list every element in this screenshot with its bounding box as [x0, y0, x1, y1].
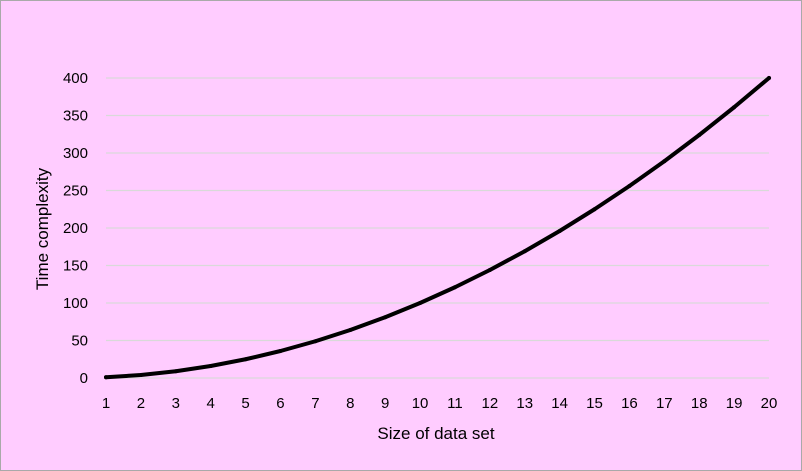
data-point — [418, 301, 423, 305]
data-point — [348, 328, 353, 332]
data-point — [732, 105, 737, 110]
x-tick-label: 14 — [551, 395, 568, 412]
x-axis-ticks: 1 2 3 4 5 6 7 8 9 10 11 12 13 14 15 16 17 18 19 20 — [102, 395, 778, 412]
data-point — [138, 373, 143, 377]
y-axis-ticks: 0 50 100 150 200 250 300 350 400 — [63, 70, 88, 387]
data-point — [278, 349, 283, 353]
x-tick-label: 11 — [447, 395, 463, 412]
x-tick-label: 16 — [621, 395, 638, 412]
data-point — [662, 159, 667, 164]
x-tick-label: 7 — [311, 395, 319, 412]
data-point — [173, 369, 178, 374]
data-point — [767, 76, 771, 80]
y-tick-label: 0 — [80, 370, 88, 387]
gridlines — [106, 77, 769, 379]
data-point — [104, 375, 108, 380]
x-tick-label: 5 — [241, 395, 249, 412]
y-tick-label: 100 — [63, 295, 88, 312]
y-tick-label: 300 — [63, 145, 88, 162]
x-tick-label: 4 — [207, 395, 215, 412]
data-point — [627, 184, 632, 188]
data-point — [383, 315, 388, 320]
data-point — [522, 249, 527, 254]
x-tick-label: 8 — [346, 395, 354, 412]
data-point — [697, 133, 702, 137]
data-point — [592, 207, 597, 212]
x-tick-label: 12 — [481, 395, 498, 412]
x-tick-label: 13 — [516, 395, 533, 412]
x-tick-label: 15 — [586, 395, 603, 412]
y-axis-title: Time complexity — [33, 167, 52, 290]
x-tick-label: 10 — [412, 395, 429, 412]
x-tick-label: 1 — [102, 395, 110, 412]
y-tick-label: 250 — [63, 183, 88, 200]
y-tick-label: 350 — [63, 108, 88, 125]
y-tick-label: 200 — [63, 220, 88, 237]
data-point — [557, 229, 562, 233]
x-tick-label: 20 — [761, 395, 778, 412]
x-tick-label: 18 — [691, 395, 708, 412]
y-tick-label: 150 — [63, 258, 88, 275]
series-line — [104, 76, 771, 380]
data-point — [313, 339, 318, 344]
x-tick-label: 9 — [381, 395, 389, 412]
x-tick-label: 3 — [172, 395, 180, 412]
y-tick-label: 50 — [71, 333, 88, 350]
y-tick-label: 400 — [63, 70, 88, 87]
x-tick-label: 2 — [137, 395, 145, 412]
data-point — [452, 285, 457, 290]
series-group — [104, 76, 771, 380]
x-tick-label: 6 — [276, 395, 284, 412]
x-tick-label: 19 — [726, 395, 743, 412]
data-point — [243, 357, 248, 362]
data-point — [487, 268, 492, 272]
data-point — [208, 364, 213, 368]
x-axis-title: Size of data set — [377, 424, 494, 443]
x-tick-label: 17 — [656, 395, 673, 412]
